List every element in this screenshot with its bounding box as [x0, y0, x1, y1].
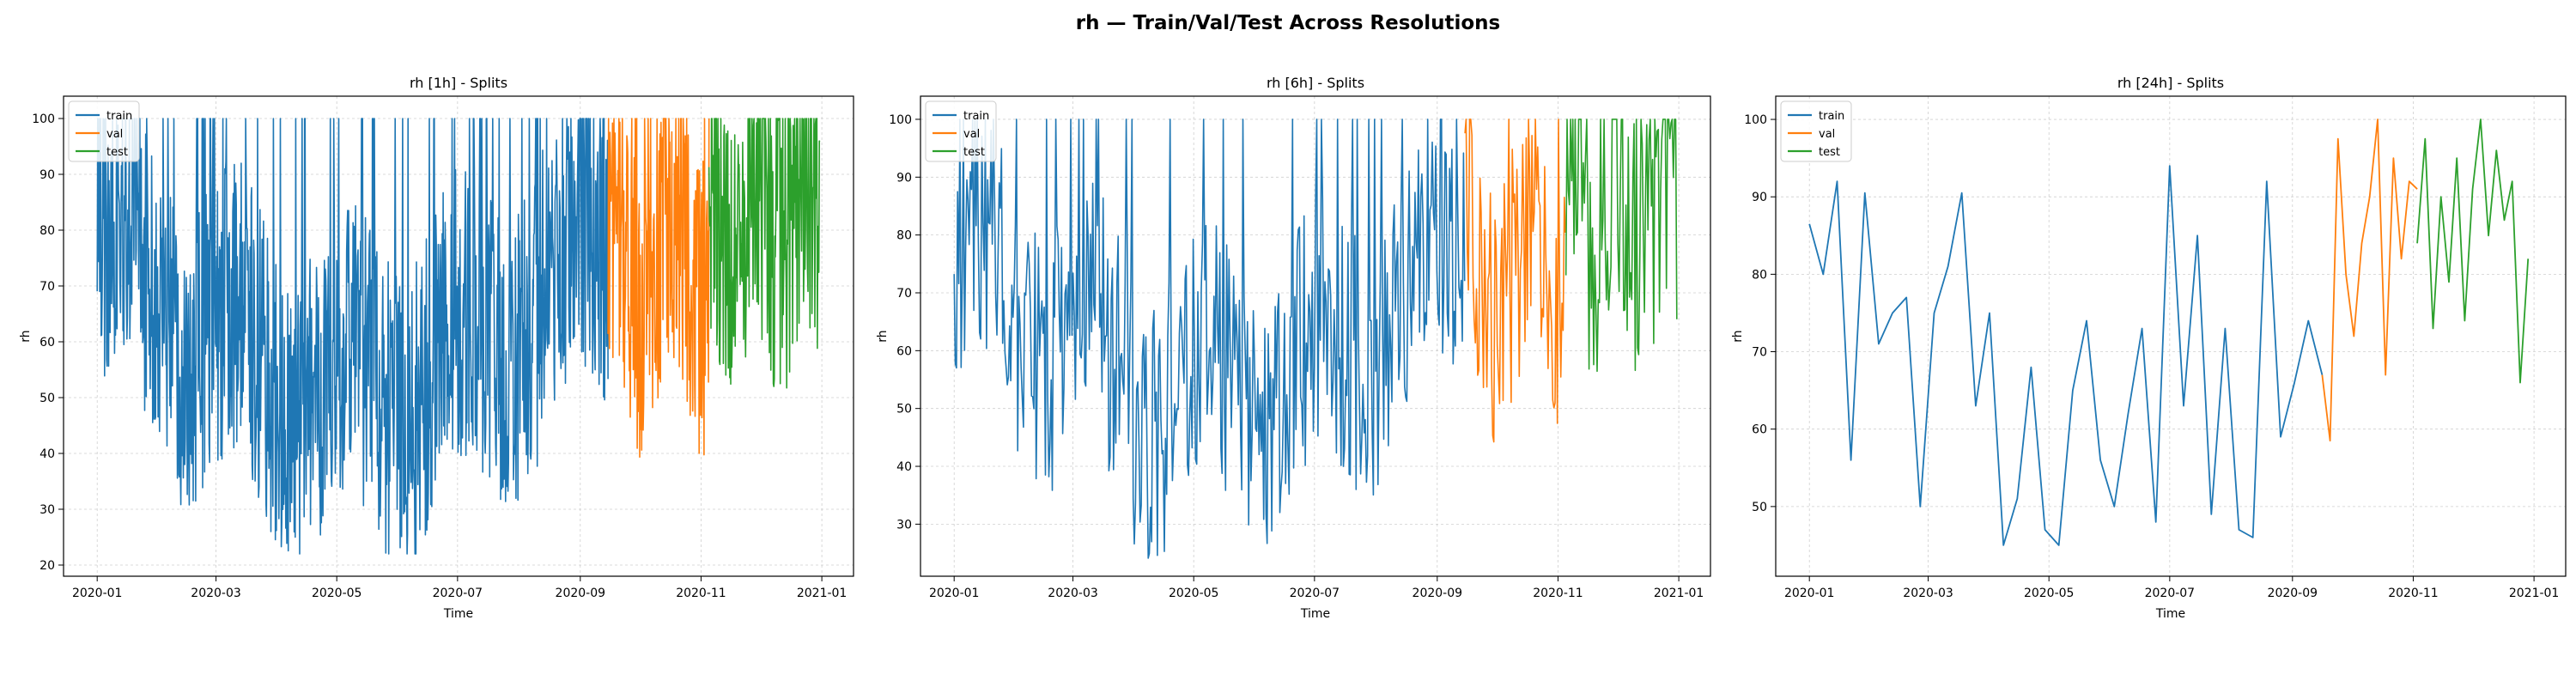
legend: train val test [68, 100, 140, 162]
x-axis-label: Time [1300, 607, 1330, 621]
y-tick-label: 50 [1752, 501, 1767, 514]
legend-label-val: val [963, 128, 980, 141]
y-tick-label: 90 [1752, 191, 1767, 204]
x-tick-label: 2021-01 [1654, 587, 1704, 600]
chart-panel-1: 2020-01 2020-03 2020-05 2020-07 2020-09 2020-… [19, 75, 854, 621]
legend-label-train: train [1819, 110, 1844, 123]
y-tick-label: 60 [39, 336, 55, 350]
x-tick-label: 2020-01 [1784, 587, 1835, 600]
series-line-val [1464, 119, 1566, 443]
x-tick-label: 2020-03 [1903, 587, 1953, 600]
y-tick-label: 70 [896, 287, 912, 301]
legend-label-test: test [106, 146, 128, 159]
legend-label-test: test [963, 146, 985, 159]
legend: train val test [1780, 100, 1852, 162]
y-tick-label: 40 [896, 460, 912, 474]
y-tick-label: 60 [1752, 423, 1767, 437]
y-tick-label: 90 [39, 168, 55, 182]
x-tick-label: 2020-05 [1169, 587, 1219, 600]
panel-title: rh [24h] - Splits [2117, 75, 2224, 91]
x-tick-label: 2020-07 [2145, 587, 2196, 600]
y-tick-label: 40 [39, 447, 55, 461]
legend: train val test [925, 100, 997, 162]
x-tick-label: 2020-09 [2268, 587, 2318, 600]
legend-box [1780, 100, 1852, 162]
y-axis-label: rh [19, 330, 33, 342]
chart-panel-3: 2020-01 2020-03 2020-05 2020-07 2020-09 2020-… [1731, 75, 2567, 621]
chart-panels: 2020-01 2020-03 2020-05 2020-07 2020-09 2020-… [19, 75, 2567, 621]
x-tick-label: 2020-11 [1533, 587, 1583, 600]
legend-label-train: train [106, 110, 132, 123]
x-axis-label: Time [2155, 607, 2185, 621]
x-tick-label: 2020-03 [191, 587, 241, 600]
y-tick-label: 100 [889, 113, 912, 127]
y-tick-label: 100 [32, 112, 55, 126]
legend-label-train: train [963, 110, 989, 123]
y-tick-label: 90 [896, 171, 912, 185]
series-group [953, 119, 1678, 559]
y-tick-label: 70 [1752, 346, 1767, 360]
y-tick-label: 80 [39, 224, 55, 238]
series-line-test [2416, 119, 2530, 384]
x-tick-label: 2020-09 [1413, 587, 1463, 600]
axes-frame [63, 95, 854, 577]
x-tick-label: 2020-05 [2024, 587, 2075, 600]
y-tick-label: 80 [896, 229, 912, 243]
chart-panel-2: 2020-01 2020-03 2020-05 2020-07 2020-09 2020-… [876, 75, 1711, 621]
x-tick-label: 2020-05 [312, 587, 362, 600]
series-line-test [1564, 119, 1678, 373]
series-group [96, 118, 821, 555]
x-tick-label: 2020-07 [1290, 587, 1340, 600]
legend-label-val: val [106, 128, 123, 141]
series-line-val [2321, 119, 2418, 442]
y-tick-label: 80 [1752, 268, 1767, 282]
y-tick-label: 60 [896, 344, 912, 358]
x-axis-label: Time [443, 607, 473, 621]
x-tick-label: 2020-09 [556, 587, 606, 600]
legend-label-test: test [1819, 146, 1840, 159]
x-tick-label: 2020-07 [433, 587, 483, 600]
x-tick-label: 2020-01 [929, 587, 980, 600]
axes-frame [920, 95, 1711, 577]
y-tick-label: 100 [1744, 113, 1767, 127]
axes-frame [1775, 95, 2567, 577]
y-tick-label: 50 [896, 403, 912, 416]
figure-suptitle: rh — Train/Val/Test Across Resolutions [1076, 12, 1500, 34]
y-tick-label: 70 [39, 280, 55, 294]
y-tick-label: 30 [896, 518, 912, 532]
y-axis-label: rh [1731, 330, 1745, 342]
x-tick-label: 2021-01 [797, 587, 848, 600]
x-tick-label: 2020-11 [2388, 587, 2439, 600]
legend-label-val: val [1819, 128, 1835, 141]
series-group [1808, 119, 2530, 546]
panel-title: rh [1h] - Splits [410, 75, 507, 91]
series-line-test [708, 118, 821, 389]
series-line-train [96, 118, 609, 555]
y-tick-label: 50 [39, 392, 55, 405]
x-tick-label: 2020-11 [676, 587, 726, 600]
x-tick-label: 2020-01 [72, 587, 123, 600]
series-line-train [1808, 165, 2324, 546]
series-line-train [953, 119, 1466, 559]
x-tick-label: 2021-01 [2509, 587, 2560, 600]
panel-title: rh [6h] - Splits [1267, 75, 1364, 91]
legend-box [68, 100, 140, 162]
legend-box [925, 100, 997, 162]
y-axis-label: rh [876, 330, 890, 342]
series-line-val [607, 118, 710, 458]
y-tick-label: 30 [39, 503, 55, 517]
y-tick-label: 20 [39, 559, 55, 573]
x-tick-label: 2020-03 [1048, 587, 1098, 600]
